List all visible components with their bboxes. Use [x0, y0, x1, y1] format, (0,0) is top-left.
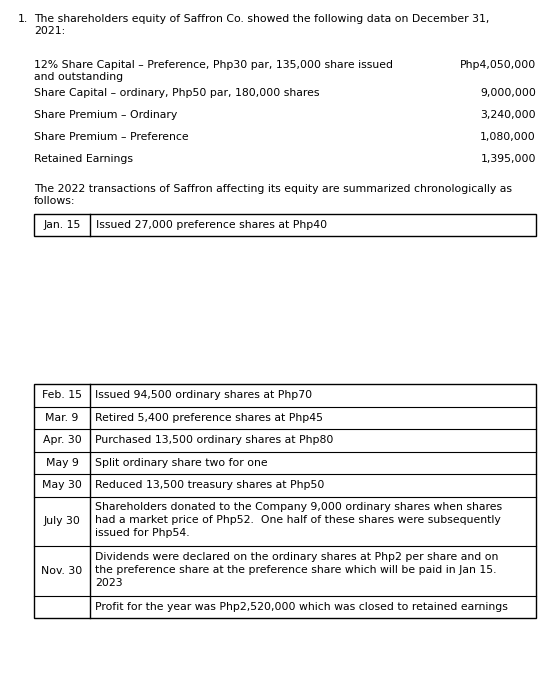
Text: May 30: May 30 [42, 480, 82, 490]
Text: 9,000,000: 9,000,000 [480, 88, 536, 98]
Text: 12% Share Capital – Preference, Php30 par, 135,000 share issued
and outstanding: 12% Share Capital – Preference, Php30 pa… [34, 60, 393, 82]
Text: The shareholders equity of Saffron Co. showed the following data on December 31,: The shareholders equity of Saffron Co. s… [34, 14, 489, 35]
Text: 1.: 1. [18, 14, 28, 24]
Bar [34, 214, 536, 236]
Text: Retained Earnings: Retained Earnings [34, 154, 133, 164]
Text: Mar. 9: Mar. 9 [45, 413, 79, 422]
Text: Shareholders donated to the Company 9,000 ordinary shares when shares
had a mark: Shareholders donated to the Company 9,00… [95, 503, 502, 538]
Text: Share Premium – Preference: Share Premium – Preference [34, 132, 188, 142]
Text: Issued 27,000 preference shares at Php40: Issued 27,000 preference shares at Php40 [96, 220, 327, 230]
Bar [34, 384, 536, 618]
Text: Purchased 13,500 ordinary shares at Php80: Purchased 13,500 ordinary shares at Php8… [95, 435, 334, 445]
Text: Share Capital – ordinary, Php50 par, 180,000 shares: Share Capital – ordinary, Php50 par, 180… [34, 88, 320, 98]
Text: Retired 5,400 preference shares at Php45: Retired 5,400 preference shares at Php45 [95, 413, 323, 422]
Text: Jan. 15: Jan. 15 [43, 220, 81, 230]
Text: Profit for the year was Php2,520,000 which was closed to retained earnings: Profit for the year was Php2,520,000 whi… [95, 602, 508, 612]
Text: Dividends were declared on the ordinary shares at Php2 per share and on
the pref: Dividends were declared on the ordinary … [95, 552, 499, 587]
Text: Share Premium – Ordinary: Share Premium – Ordinary [34, 110, 177, 120]
Text: Php4,050,000: Php4,050,000 [460, 60, 536, 70]
Text: Reduced 13,500 treasury shares at Php50: Reduced 13,500 treasury shares at Php50 [95, 480, 325, 490]
Text: 1,395,000: 1,395,000 [480, 154, 536, 164]
Text: Apr. 30: Apr. 30 [43, 435, 81, 445]
Text: Nov. 30: Nov. 30 [42, 566, 83, 576]
Text: Feb. 15: Feb. 15 [42, 390, 82, 400]
Text: Split ordinary share two for one: Split ordinary share two for one [95, 458, 268, 468]
Text: May 9: May 9 [45, 458, 79, 468]
Text: Issued 94,500 ordinary shares at Php70: Issued 94,500 ordinary shares at Php70 [95, 390, 312, 400]
Text: 1,080,000: 1,080,000 [480, 132, 536, 142]
Text: 3,240,000: 3,240,000 [480, 110, 536, 120]
Text: The 2022 transactions of Saffron affecting its equity are summarized chronologic: The 2022 transactions of Saffron affecti… [34, 184, 512, 205]
Text: July 30: July 30 [44, 516, 80, 526]
